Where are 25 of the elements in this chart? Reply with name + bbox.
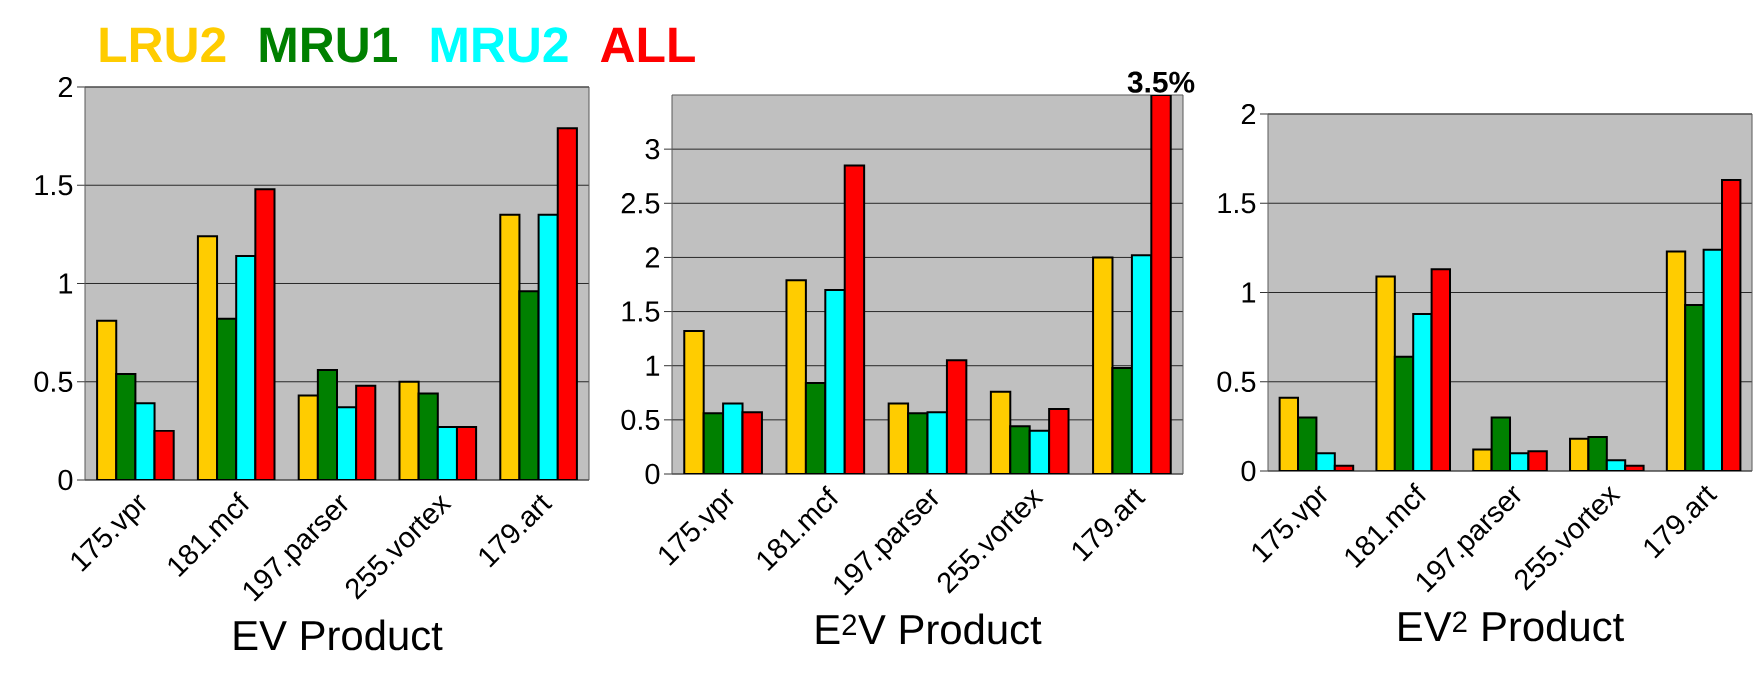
text: MRU2 bbox=[431, 27, 568, 63]
y-tick-label: 0.5 bbox=[621, 409, 660, 431]
x-axis-title: EV$^{2}$ Product bbox=[1399, 610, 1624, 642]
y-tick-label: 0 bbox=[645, 463, 660, 485]
series-label: ALL bbox=[600, 27, 695, 62]
x-axis-title: EV Product bbox=[234, 619, 443, 651]
y-tick-label: 2 bbox=[1241, 103, 1256, 125]
y-tick-label: 0.5 bbox=[1217, 371, 1256, 392]
y-tick-label: 2.5 bbox=[621, 193, 660, 214]
y-tick-label: 0 bbox=[1241, 460, 1256, 482]
y-tick-label: 2 bbox=[645, 247, 660, 268]
y-tick-label: 1.5 bbox=[622, 301, 660, 322]
y-tick-label: 1 bbox=[59, 273, 73, 294]
y-tick-label: 1.5 bbox=[35, 175, 73, 196]
data-label: 3.5% bbox=[1127, 71, 1195, 93]
y-tick-label: 0.5 bbox=[34, 371, 73, 392]
y-tick-label: 1 bbox=[646, 355, 660, 376]
text: MRU1 bbox=[260, 27, 398, 63]
text: LRU2 bbox=[100, 27, 226, 63]
y-tick-label: 0 bbox=[58, 469, 73, 491]
x-axis-title: E$^{2}$V Product bbox=[816, 613, 1042, 645]
y-tick-label: 1.5 bbox=[1218, 193, 1256, 214]
y-tick-label: 3 bbox=[645, 138, 660, 160]
y-tick-label: 1 bbox=[1242, 282, 1256, 303]
y-tick-label: 2 bbox=[58, 76, 73, 98]
